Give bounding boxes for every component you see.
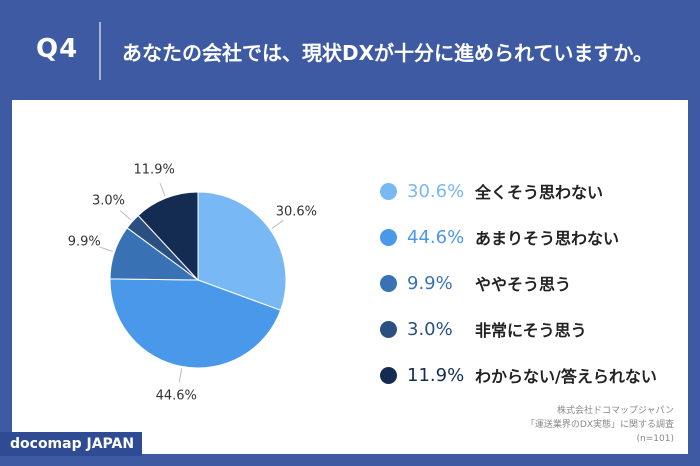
source-note: 株式会社ドコマップジャパン 「運送業界のDX実態」に関する調査 (n=101): [526, 404, 674, 446]
legend-swatch: [380, 320, 397, 338]
legend-label: 全くそう思わない: [475, 183, 604, 202]
pie-leader-line-0: [271, 220, 284, 229]
pie-leader-line-3: [120, 210, 132, 221]
header: Q4 あなたの会社では、現状DXが十分に進められていますか。: [0, 0, 700, 100]
legend-item-0: 30.6% 全くそう思わない: [380, 168, 680, 214]
legend-percent: 11.9%: [407, 364, 465, 386]
pie-leader-line-1: [178, 368, 183, 383]
header-divider: [99, 22, 101, 80]
pie-slice-4: [137, 191, 199, 282]
source-sample-size: (n=101): [636, 434, 674, 444]
legend-percent: 3.0%: [407, 318, 453, 340]
legend-item-1: 44.6% あまりそう思わない: [380, 214, 680, 260]
question-number: Q4: [36, 34, 79, 64]
pie-data-label-4: 11.9%: [133, 162, 175, 178]
legend-label: 非常にそう思う: [475, 321, 587, 340]
legend-swatch: [380, 366, 397, 384]
pie-chart: [99, 183, 287, 383]
brand-logo: docomap JAPAN: [0, 432, 143, 456]
legend-item-2: 9.9% ややそう思う: [380, 260, 680, 306]
legend-label: あまりそう思わない: [475, 229, 620, 248]
legend-swatch: [380, 274, 397, 292]
pie-data-label-0: 30.6%: [275, 204, 318, 220]
legend-item-4: 11.9% わからない/答えられない: [380, 352, 680, 398]
source-survey: 「運送業界のDX実態」に関する調査: [525, 420, 674, 430]
chart-panel: 30.6% 44.6% 9.9% 3.0% 11.9% 30.6% 全くそう思わない 44.…: [12, 100, 688, 454]
legend-item-3: 3.0% 非常にそう思う: [380, 306, 680, 352]
pie-slice-1: [109, 278, 282, 369]
legend: 30.6% 全くそう思わない 44.6% あまりそう思わない 9.9% ややそう思う 3.0…: [380, 168, 680, 398]
pie-leader-line-2: [99, 246, 113, 252]
legend-swatch: [380, 228, 397, 246]
pie-slice-0: [197, 191, 287, 311]
pie-leader-line-4: [159, 183, 166, 197]
legend-percent: 44.6%: [407, 226, 465, 248]
legend-percent: 30.6%: [407, 180, 465, 202]
pie-data-label-2: 9.9%: [67, 234, 101, 250]
legend-label: わからない/答えられない: [475, 367, 657, 386]
legend-swatch: [380, 182, 397, 200]
legend-percent: 9.9%: [407, 272, 453, 294]
legend-label: ややそう思う: [475, 275, 572, 294]
question-title: あなたの会社では、現状DXが十分に進められていますか。: [122, 41, 654, 65]
pie-data-label-3: 3.0%: [91, 193, 125, 209]
source-company: 株式会社ドコマップジャパン: [556, 406, 674, 416]
pie-data-label-1: 44.6%: [155, 388, 197, 404]
